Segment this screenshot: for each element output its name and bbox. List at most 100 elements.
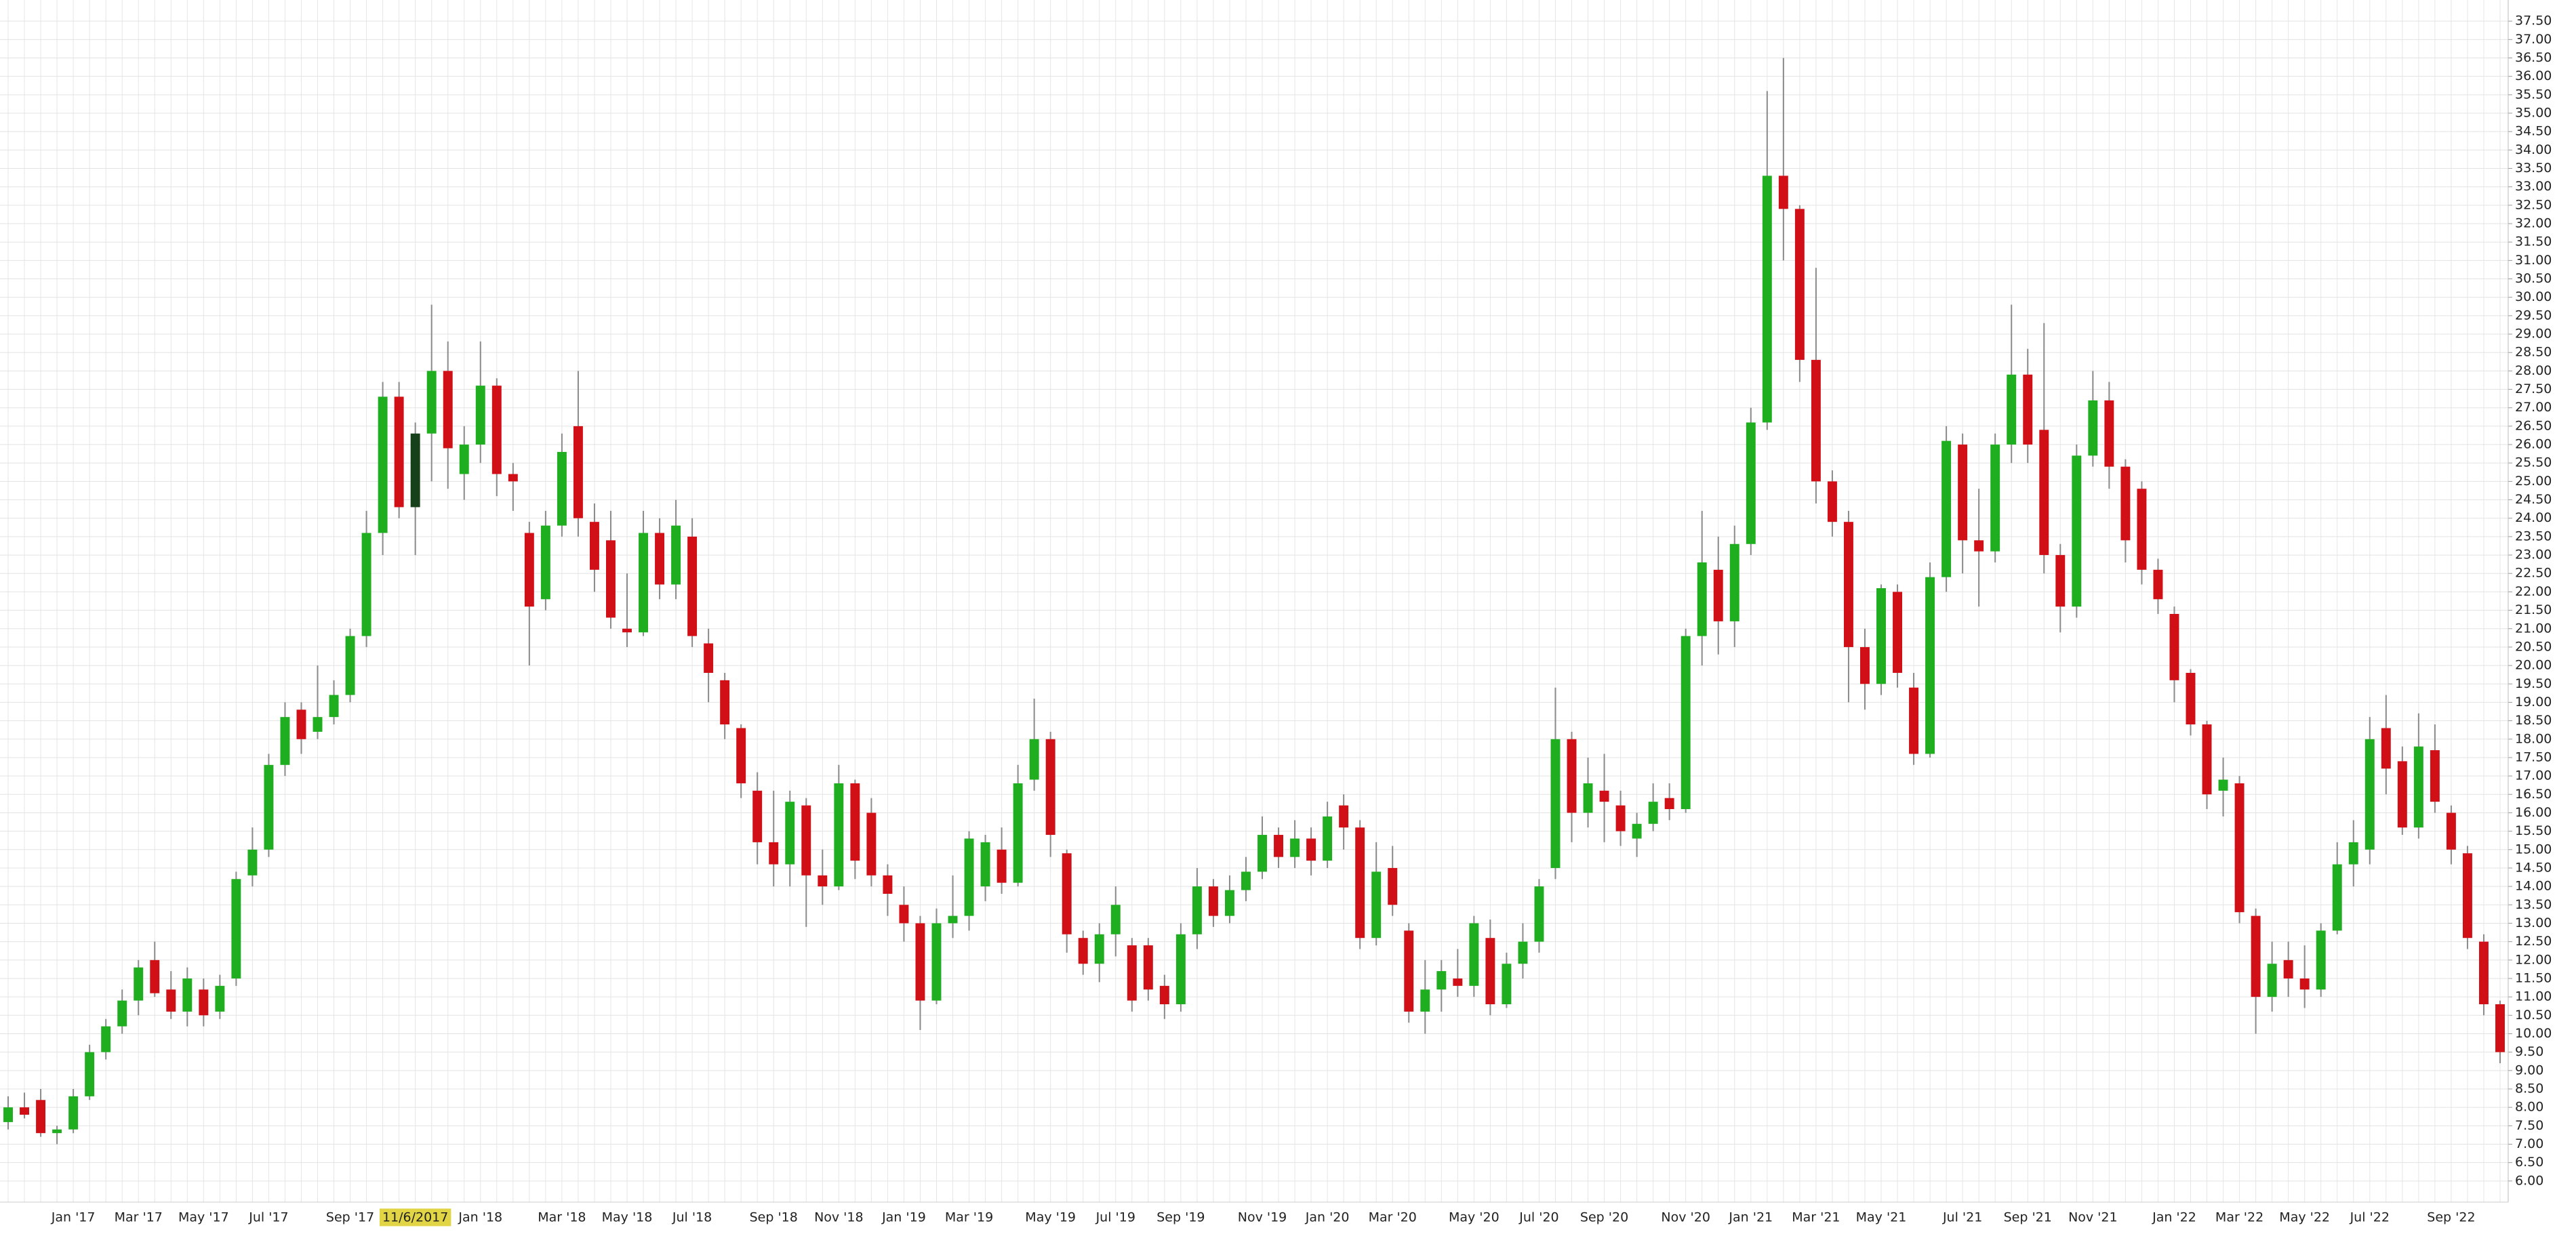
candle-body <box>589 522 599 570</box>
candle-body <box>2381 728 2391 769</box>
y-tick-label: 26.50 <box>2515 418 2552 433</box>
y-tick-label: 11.00 <box>2515 989 2552 1004</box>
candle-body <box>2283 960 2293 979</box>
y-tick-label: 21.00 <box>2515 621 2552 636</box>
x-tick-label: Jul '17 <box>248 1210 288 1225</box>
candle-body <box>2055 555 2066 607</box>
candle-body <box>1681 636 1691 810</box>
candle-body <box>1518 941 1528 964</box>
candle-body <box>410 433 420 508</box>
candle-body <box>85 1052 95 1096</box>
candle-body <box>785 802 795 865</box>
y-tick-label: 21.50 <box>2515 602 2552 617</box>
candle-body <box>1876 588 1886 684</box>
candle-body <box>2251 915 2261 997</box>
y-tick-label: 14.50 <box>2515 860 2552 875</box>
x-tick-label: Jul '19 <box>1095 1210 1135 1225</box>
candle-body <box>655 533 665 585</box>
candle-body <box>329 695 339 718</box>
candle-body <box>117 1000 127 1027</box>
x-tick-label: Sep '22 <box>2427 1210 2475 1225</box>
y-tick-label: 19.50 <box>2515 676 2552 691</box>
candle-body <box>980 842 990 887</box>
candle-body <box>1567 739 1577 813</box>
candle-body <box>1697 562 1707 636</box>
candle-body <box>296 709 306 739</box>
candle-body <box>1159 985 1169 1005</box>
candle-body <box>1404 930 1414 1012</box>
candle-body <box>1127 945 1137 1001</box>
y-tick-label: 6.50 <box>2515 1155 2543 1170</box>
candle-body <box>573 426 583 518</box>
candle-body <box>443 371 453 449</box>
y-tick-label: 15.00 <box>2515 842 2552 857</box>
candle-body <box>997 849 1007 883</box>
candle-body <box>3 1107 13 1122</box>
y-tick-label: 32.00 <box>2515 216 2552 231</box>
candle-body <box>68 1096 79 1130</box>
y-tick-label: 23.00 <box>2515 548 2552 562</box>
x-tick-label: May '18 <box>602 1210 653 1225</box>
y-tick-label: 31.50 <box>2515 234 2552 249</box>
y-tick-label: 29.50 <box>2515 308 2552 323</box>
x-tick-label: Jan '22 <box>2152 1210 2196 1225</box>
candle-body <box>1323 816 1333 861</box>
y-tick-label: 27.50 <box>2515 382 2552 396</box>
candle-body <box>2186 672 2196 725</box>
candle-body <box>345 636 355 695</box>
candle-body <box>1029 739 1039 780</box>
y-tick-label: 13.00 <box>2515 915 2552 930</box>
candle-body <box>964 838 974 916</box>
candle-body <box>736 728 746 783</box>
candle-body <box>2104 400 2114 467</box>
y-tick-label: 26.00 <box>2515 437 2552 452</box>
y-tick-label: 25.50 <box>2515 455 2552 470</box>
y-tick-label: 34.50 <box>2515 124 2552 139</box>
candle-body <box>801 805 811 876</box>
x-tick-label: 11/6/2017 <box>382 1210 448 1225</box>
candle-body <box>818 875 828 887</box>
candle-body <box>1388 867 1398 905</box>
axis-labels: 6.00 6.50 7.00 7.50 8.00 8.50 9.00 9.50 10.00 10.… <box>51 14 2552 1227</box>
y-tick-label: 9.00 <box>2515 1063 2543 1077</box>
candle-body <box>1192 886 1202 934</box>
candle-body <box>1664 798 1674 810</box>
candle-body <box>199 989 209 1016</box>
y-tick-label: 28.00 <box>2515 363 2552 378</box>
y-tick-label: 24.50 <box>2515 492 2552 507</box>
x-tick-label: Jul '20 <box>1518 1210 1558 1225</box>
y-tick-label: 22.50 <box>2515 566 2552 581</box>
y-tick-label: 29.00 <box>2515 327 2552 342</box>
y-tick-label: 20.50 <box>2515 639 2552 654</box>
candle-body <box>2332 864 2342 931</box>
y-tick-label: 36.50 <box>2515 50 2552 65</box>
candle-body <box>1485 938 1495 1005</box>
candle-body <box>850 783 860 861</box>
candle-body <box>1339 805 1349 828</box>
candle-body <box>1094 934 1104 964</box>
candle-body <box>752 790 763 842</box>
x-tick-label: Jan '19 <box>881 1210 926 1225</box>
candle-body <box>1583 783 1593 813</box>
y-tick-label: 17.50 <box>2515 749 2552 764</box>
candle-body <box>166 989 176 1012</box>
candle-body <box>1599 790 1609 802</box>
candle-body <box>1306 838 1316 861</box>
y-tick-label: 18.50 <box>2515 713 2552 728</box>
candle-body <box>508 474 518 482</box>
candle-body <box>2316 930 2326 990</box>
y-tick-label: 7.00 <box>2515 1136 2543 1151</box>
candle-body <box>2364 739 2375 850</box>
candle-body <box>2495 1004 2505 1052</box>
x-tick-label: May '22 <box>2279 1210 2330 1225</box>
candle-body <box>720 680 730 725</box>
candle-body <box>280 717 290 765</box>
candle-body <box>2007 374 2017 445</box>
y-tick-label: 24.00 <box>2515 510 2552 525</box>
candle-body <box>2462 853 2472 939</box>
y-tick-label: 7.50 <box>2515 1118 2543 1133</box>
candle-body <box>1746 422 1756 544</box>
